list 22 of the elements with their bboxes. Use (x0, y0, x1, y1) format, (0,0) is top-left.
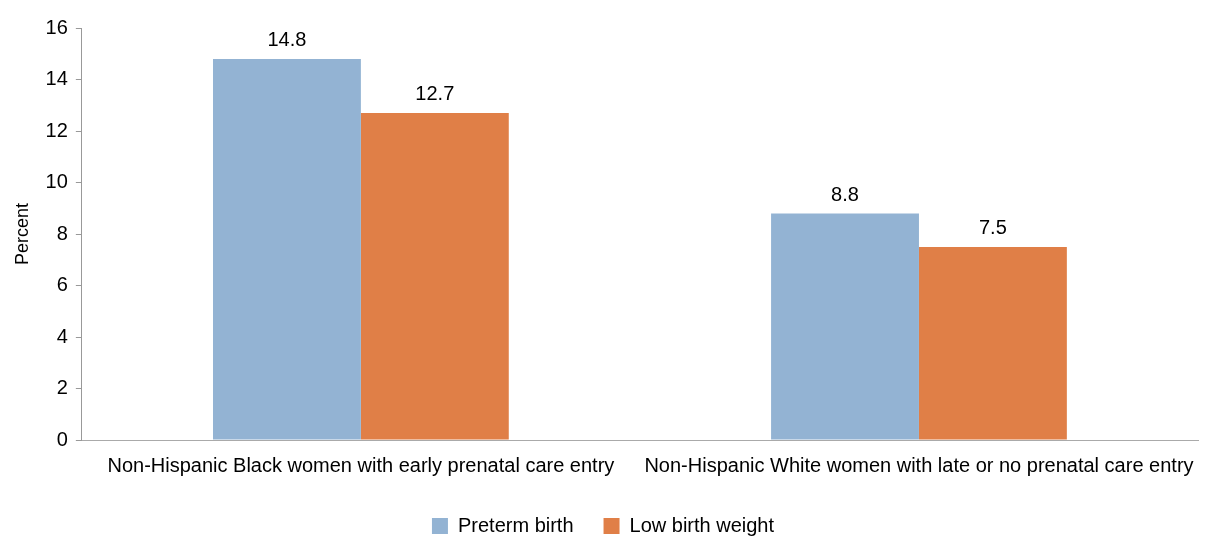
bar (212, 58, 361, 440)
data-label: 12.7 (415, 82, 455, 105)
bar (360, 112, 509, 440)
y-tick-label: 14 (45, 67, 68, 90)
bar (771, 213, 919, 440)
y-tick-label: 4 (56, 324, 68, 347)
y-tick-label: 8 (56, 221, 68, 244)
y-tick-label: 10 (45, 170, 68, 193)
y-tick-label: 6 (56, 273, 68, 296)
y-axis-title: Percent (11, 202, 32, 266)
data-label: 7.5 (979, 216, 1007, 239)
y-tick-label: 16 (45, 15, 68, 38)
y-tick-label: 12 (45, 118, 68, 141)
legend-label: Preterm birth (457, 513, 574, 536)
legend-label: Low birth weight (629, 513, 775, 536)
data-label: 8.8 (831, 182, 859, 205)
y-tick-label: 0 (56, 427, 68, 450)
x-tick-label: Non-Hispanic White women with late or no prenatal care entry (644, 453, 1194, 476)
x-tick-label: Non-Hispanic Black women with early prenatal care entry (107, 453, 615, 476)
y-tick-label: 2 (56, 376, 68, 399)
data-label: 14.8 (267, 28, 307, 51)
bar (918, 246, 1067, 440)
